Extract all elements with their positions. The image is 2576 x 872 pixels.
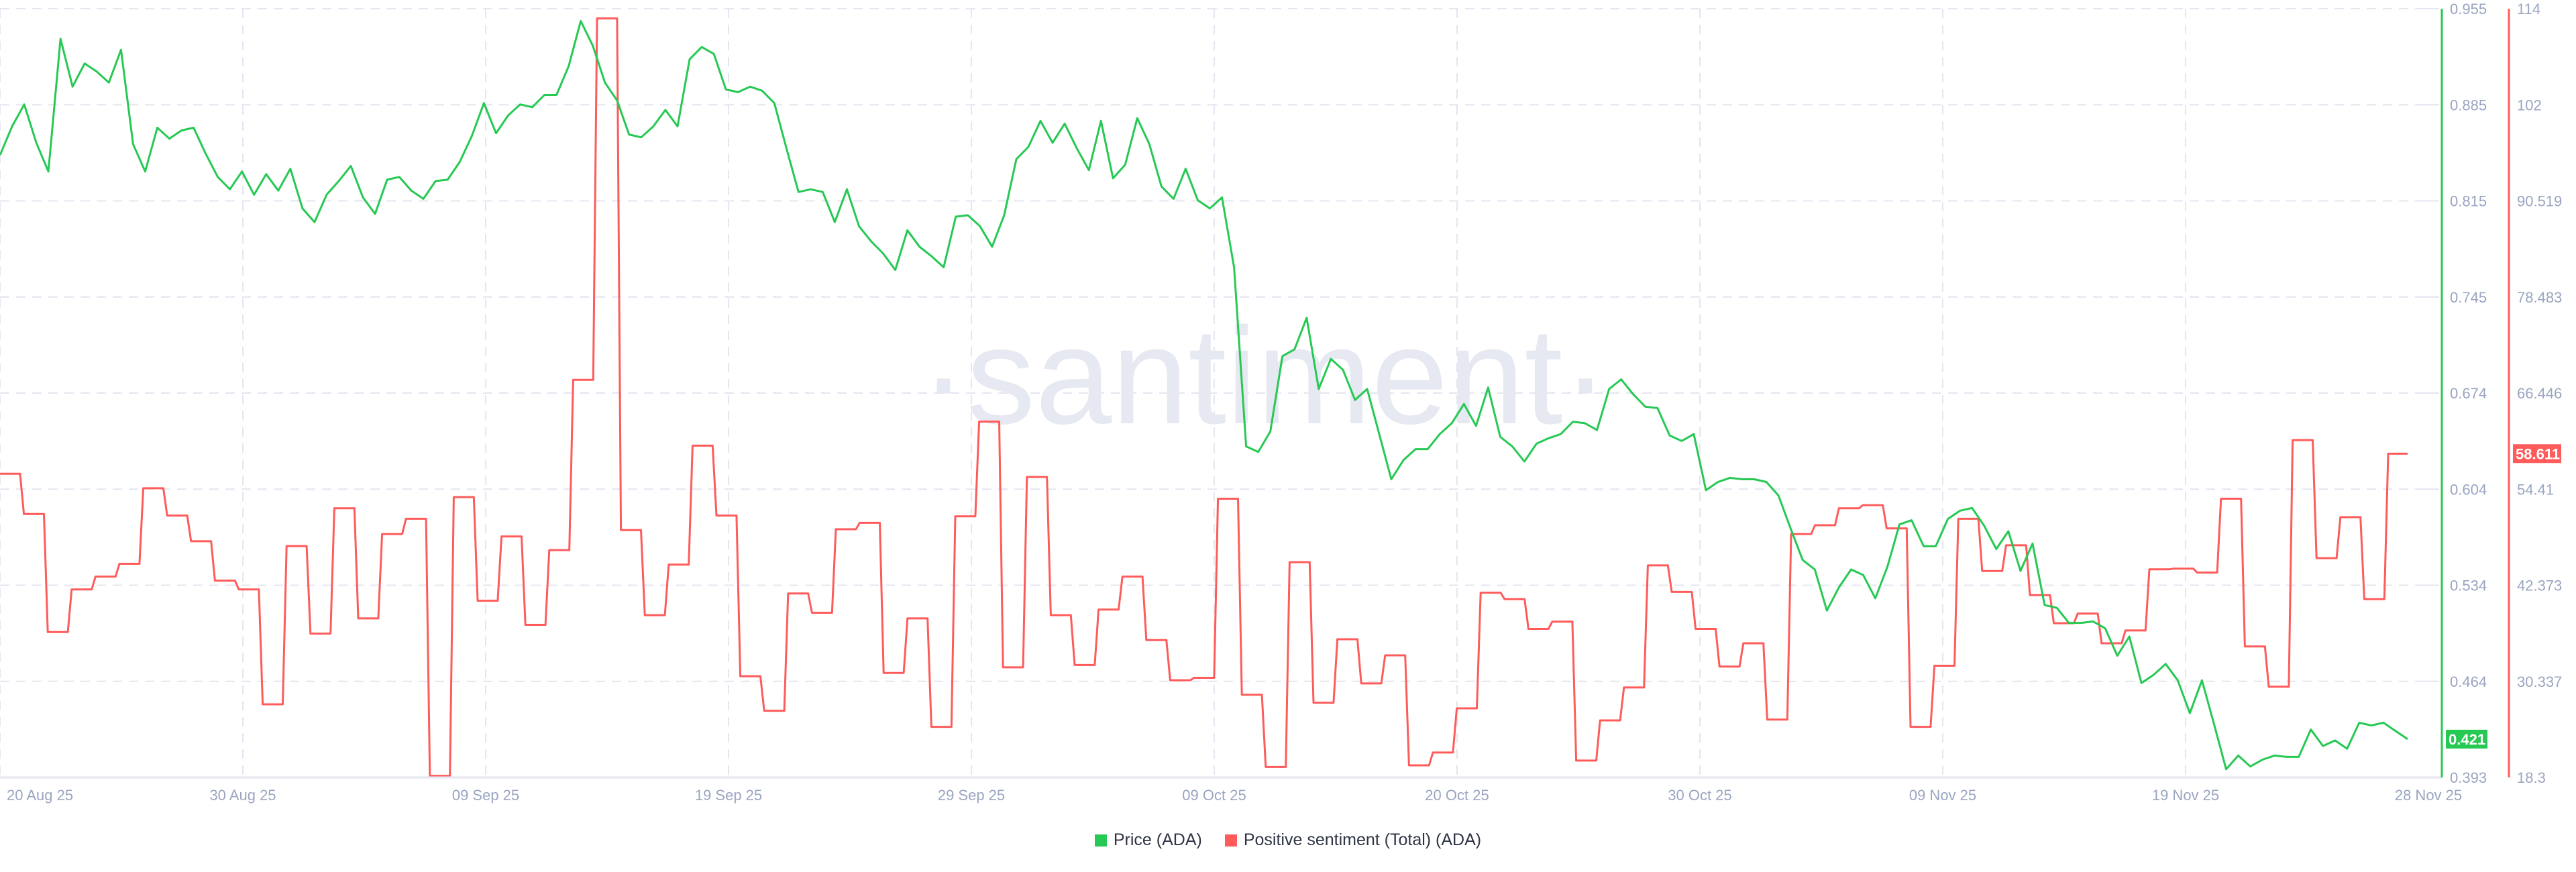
- sentiment-tick-label: 102: [2517, 97, 2542, 113]
- x-tick-label: 20 Oct 25: [1425, 787, 1489, 804]
- legend-label-price: Price (ADA): [1113, 830, 1202, 849]
- price-tick-label: 0.745: [2450, 289, 2487, 306]
- sentiment-tick-label: 30.337: [2517, 673, 2562, 690]
- price-tick-label: 0.534: [2450, 578, 2487, 594]
- sentiment-tick-label: 54.41: [2517, 481, 2554, 498]
- x-tick-label: 20 Aug 25: [7, 787, 73, 804]
- price-current-value: 0.421: [2449, 731, 2485, 748]
- sentiment-current-badge: [2513, 444, 2561, 464]
- price-tick-label: 0.674: [2450, 385, 2487, 402]
- series-layer: [0, 17, 2408, 777]
- price-tick-label: 0.885: [2450, 97, 2487, 113]
- price-tick-label: 0.815: [2450, 193, 2487, 210]
- legend-item-price[interactable]: Price (ADA): [1094, 830, 1202, 850]
- sentiment-tick-label: 18.3: [2517, 769, 2546, 786]
- legend: Price (ADA) Positive sentiment (Total) (…: [0, 830, 2576, 850]
- x-tick-label: 28 Nov 25: [2395, 787, 2462, 804]
- legend-item-sentiment[interactable]: Positive sentiment (Total) (ADA): [1224, 830, 1482, 850]
- price-tick-label: 0.393: [2450, 769, 2487, 786]
- santiment-watermark: ·santiment·: [920, 299, 1608, 453]
- x-tick-label: 09 Sep 25: [452, 787, 519, 804]
- x-tick-label: 30 Aug 25: [209, 787, 276, 804]
- price-tick-label: 0.604: [2450, 481, 2487, 498]
- grid: [0, 8, 2436, 777]
- x-tick-label: 19 Nov 25: [2152, 787, 2219, 804]
- x-tick-label: 19 Sep 25: [695, 787, 762, 804]
- sentiment-current-value: 58.611: [2516, 445, 2560, 462]
- x-tick-label: 09 Oct 25: [1182, 787, 1246, 804]
- legend-label-sentiment: Positive sentiment (Total) (ADA): [1243, 830, 1482, 849]
- sentiment-tick-label: 114: [2517, 1, 2540, 17]
- sentiment-tick-label: 78.483: [2517, 289, 2562, 306]
- sentiment-tick-label: 42.373: [2517, 578, 2562, 594]
- price-tick-label: 0.464: [2450, 673, 2487, 690]
- axes: 0.955 114 0.885 102 0.815 90.519 0.745 78.483 0.…: [0, 1, 2562, 804]
- price-series-line: [0, 19, 2408, 771]
- price-current-badge: [2446, 729, 2487, 749]
- x-tick-label: 09 Nov 25: [1909, 787, 1976, 804]
- price-swatch-icon: [1094, 834, 1107, 847]
- sentiment-tick-label: 66.446: [2517, 385, 2562, 402]
- sentiment-swatch-icon: [1224, 834, 1237, 847]
- price-tick-label: 0.955: [2450, 1, 2487, 17]
- x-tick-label: 30 Oct 25: [1668, 787, 1731, 804]
- x-tick-label: 29 Sep 25: [938, 787, 1005, 804]
- sentiment-tick-label: 90.519: [2517, 193, 2562, 210]
- sentiment-series-line: [0, 17, 2408, 777]
